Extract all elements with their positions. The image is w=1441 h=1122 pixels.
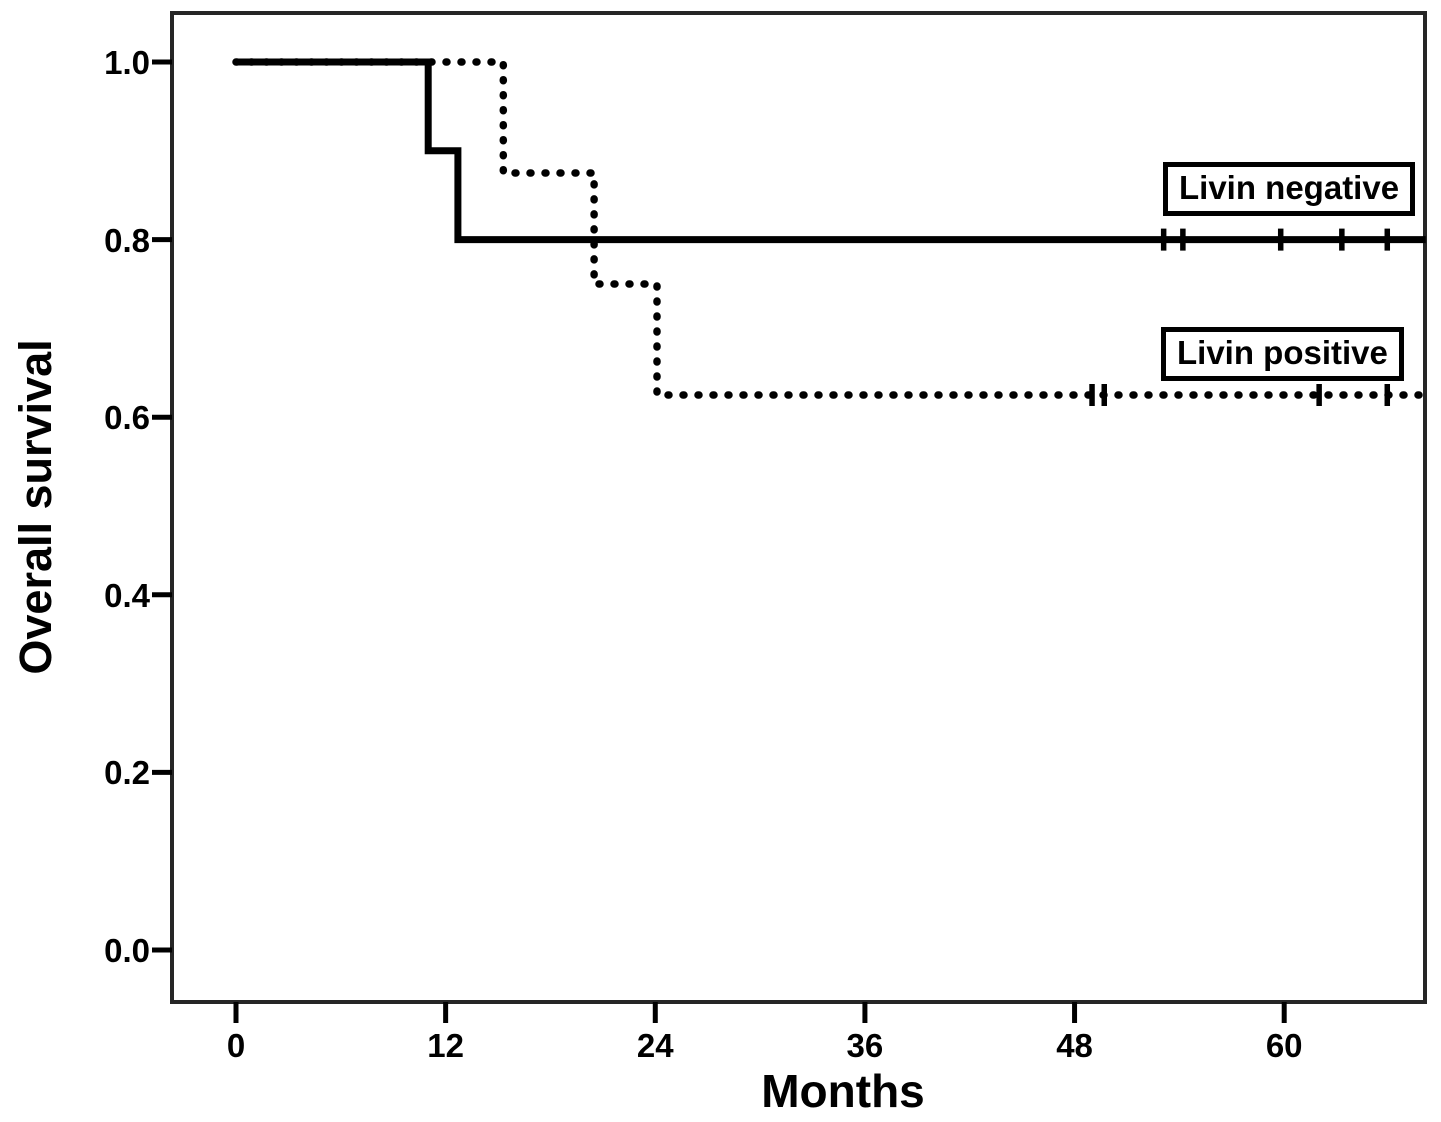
y-tick-label: 0.8 [104,221,150,259]
x-tick-label: 12 [427,1027,464,1064]
x-tick-label: 36 [846,1027,884,1064]
y-axis-title: Overall survival [10,339,61,675]
plot-frame [170,11,1427,1004]
legend-livin-negative: Livin negative [1163,162,1416,216]
y-tick-label: 1.0 [104,44,150,81]
survival-curve-livin-negative [236,58,1426,244]
x-tick-label: 0 [226,1027,246,1064]
y-tick-label: 0.0 [104,932,150,969]
survival-curve-livin-positive [232,58,1430,399]
x-tick-label: 60 [1265,1027,1303,1064]
x-tick-label: 48 [1056,1027,1093,1064]
y-tick-label: 0.2 [104,754,150,792]
legend-livin-positive: Livin positive [1161,327,1404,381]
x-axis-title: Months [761,1065,925,1117]
y-tick-label: 0.6 [104,399,150,437]
y-tick-label: 0.4 [104,576,150,614]
x-tick-label: 24 [636,1027,674,1064]
